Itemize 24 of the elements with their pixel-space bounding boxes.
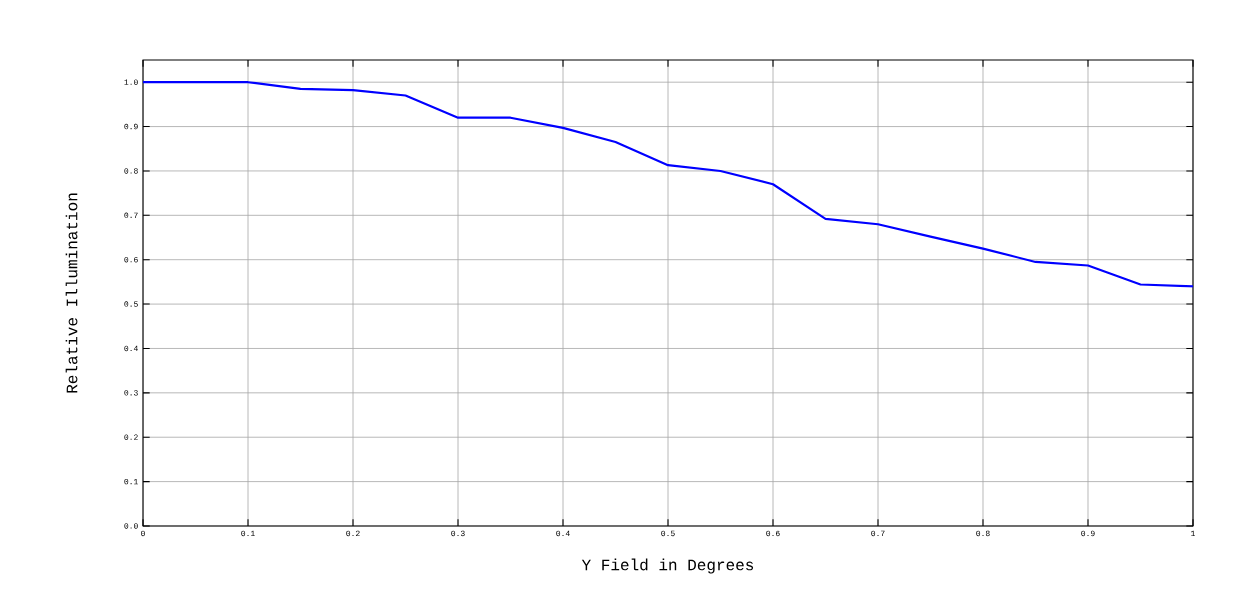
x-tick-label: 0 bbox=[141, 530, 145, 537]
x-tick-label: 0.6 bbox=[766, 530, 780, 537]
y-tick-label: 0.4 bbox=[124, 345, 138, 352]
x-tick-label: 0.1 bbox=[241, 530, 255, 537]
y-tick-label: 0.5 bbox=[124, 301, 138, 307]
x-axis-title: Y Field in Degrees bbox=[581, 558, 754, 574]
x-tick-label: 1 bbox=[1191, 530, 1196, 536]
x-tick-label: 0.9 bbox=[1081, 530, 1095, 537]
y-tick-label: 0.1 bbox=[124, 478, 138, 485]
x-tick-label: 0.5 bbox=[661, 530, 675, 537]
y-axis-title: Relative Illumination bbox=[65, 193, 78, 393]
y-tick-label: 0.9 bbox=[124, 123, 138, 130]
y-tick-label: 1.0 bbox=[124, 79, 138, 85]
x-tick-label: 0.4 bbox=[556, 530, 570, 537]
x-tick-label: 0.2 bbox=[346, 530, 360, 537]
y-tick-label: 0.6 bbox=[124, 256, 138, 263]
y-tick-label: 0.8 bbox=[124, 168, 138, 174]
x-tick-label: 0.3 bbox=[451, 530, 465, 537]
y-tick-label: 0.7 bbox=[124, 212, 138, 219]
x-tick-label: 0.7 bbox=[871, 530, 885, 537]
x-tick-label: 0.8 bbox=[976, 530, 990, 537]
y-tick-label: 0.0 bbox=[124, 523, 138, 529]
y-tick-label: 0.3 bbox=[124, 390, 138, 396]
y-tick-label: 0.2 bbox=[124, 434, 138, 440]
